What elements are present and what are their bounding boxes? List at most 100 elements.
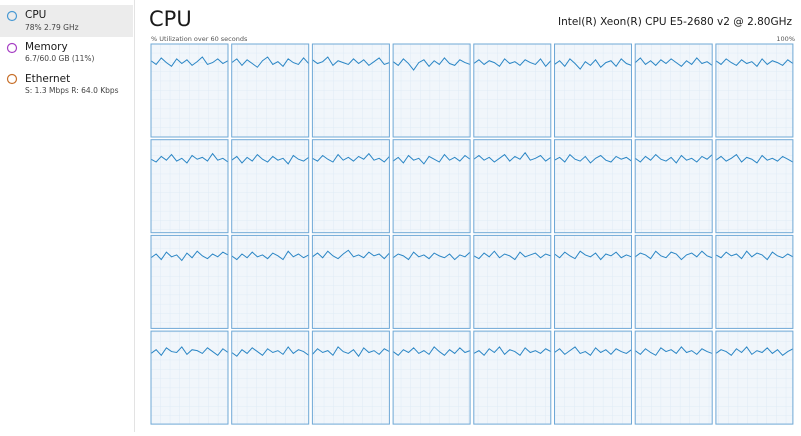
core-usage-line bbox=[715, 58, 794, 68]
core-graph-grid bbox=[231, 235, 309, 329]
page-title: CPU bbox=[149, 7, 192, 31]
core-graph-grid bbox=[151, 331, 228, 425]
core-usage-line bbox=[634, 57, 713, 67]
core-graph-grid bbox=[635, 331, 713, 425]
graph-label: % Utilization over 60 seconds bbox=[151, 35, 248, 43]
core-graph-grid bbox=[231, 44, 309, 137]
core-graph-border bbox=[554, 139, 632, 234]
item-detail: 6.7/60.0 GB (11%) bbox=[25, 54, 94, 63]
core-graph-grid bbox=[715, 44, 793, 137]
core-usage-line bbox=[150, 56, 229, 68]
core-graph-grid bbox=[635, 139, 713, 233]
core-graph-grid bbox=[151, 44, 228, 137]
core-usage-line bbox=[312, 249, 390, 260]
core-usage-line bbox=[392, 57, 471, 71]
core-graph-grid bbox=[312, 44, 390, 137]
core-usage-line bbox=[634, 153, 713, 164]
core-graph-border bbox=[554, 330, 632, 425]
core-graph-border bbox=[634, 330, 713, 425]
core-graph-border bbox=[231, 234, 310, 329]
selected-item-bg[interactable] bbox=[0, 5, 133, 37]
core-graph-border bbox=[715, 330, 794, 425]
core-usage-line bbox=[554, 153, 632, 164]
core-usage-line bbox=[554, 58, 632, 70]
item-detail: S: 1.3 Mbps R: 64.0 Kbps bbox=[25, 86, 119, 95]
core-graph-border bbox=[231, 139, 310, 234]
item-name[interactable]: CPU bbox=[25, 9, 46, 21]
core-usage-line bbox=[554, 250, 632, 261]
core-usage-line bbox=[473, 151, 552, 163]
core-graph-border bbox=[150, 139, 229, 234]
core-usage-line bbox=[150, 346, 229, 357]
core-graph-grid bbox=[151, 139, 228, 233]
core-graph-border bbox=[473, 330, 552, 425]
core-usage-line bbox=[231, 56, 310, 68]
core-graph-grid bbox=[393, 235, 471, 329]
memory-icon bbox=[6, 42, 18, 54]
core-usage-line bbox=[473, 250, 551, 261]
core-graph-border bbox=[554, 234, 632, 329]
core-graph-grid bbox=[635, 235, 713, 329]
core-graph-grid bbox=[151, 235, 228, 329]
core-graph-grid bbox=[635, 44, 713, 137]
core-graph-grid bbox=[393, 139, 471, 233]
core-graph-grid bbox=[473, 44, 551, 137]
core-graph-border bbox=[311, 139, 390, 234]
core-usage-line bbox=[231, 346, 309, 357]
item-name[interactable]: Memory bbox=[25, 41, 68, 53]
core-graph-grid bbox=[715, 331, 793, 425]
core-graph-border bbox=[311, 234, 390, 329]
core-usage-line bbox=[715, 346, 794, 356]
core-usage-line bbox=[715, 250, 794, 261]
core-graph-border bbox=[715, 43, 794, 138]
core-usage-line bbox=[473, 58, 552, 68]
core-graph-border bbox=[392, 234, 471, 329]
core-graph-grid bbox=[393, 44, 471, 137]
core-graph-border bbox=[634, 139, 713, 234]
core-graph-grid bbox=[554, 44, 632, 137]
core-graph-grid bbox=[554, 139, 632, 233]
core-graph-grid bbox=[715, 139, 793, 233]
core-graph-border bbox=[150, 234, 229, 329]
core-graph-border bbox=[634, 43, 713, 138]
core-graph-border bbox=[150, 43, 229, 138]
core-usage-line bbox=[554, 346, 632, 356]
core-graph-grid bbox=[393, 331, 471, 425]
core-graph-grid bbox=[473, 331, 551, 425]
core-usage-line bbox=[392, 251, 471, 261]
core-graph-grid bbox=[554, 235, 632, 329]
core-usage-line bbox=[634, 346, 713, 356]
core-graph-grid bbox=[231, 331, 309, 425]
core-usage-line bbox=[312, 56, 390, 67]
core-graph-border bbox=[311, 330, 390, 425]
processor-name: Intel(R) Xeon(R) CPU E5-2680 v2 @ 2.80GH… bbox=[558, 16, 792, 28]
core-graphs bbox=[150, 43, 794, 425]
core-graph-border bbox=[392, 43, 471, 138]
core-graph-grid bbox=[312, 331, 390, 425]
core-graph-grid bbox=[231, 139, 309, 233]
core-usage-line bbox=[150, 250, 229, 262]
core-graph-border bbox=[392, 330, 471, 425]
core-usage-line bbox=[715, 153, 794, 164]
core-usage-line bbox=[231, 153, 309, 165]
core-graph-border bbox=[715, 139, 794, 234]
core-graph-grid bbox=[312, 235, 390, 329]
core-graph-border bbox=[392, 139, 471, 234]
core-graph-grid bbox=[715, 235, 793, 329]
core-usage-line bbox=[473, 346, 552, 357]
graph-max: 100% bbox=[776, 35, 795, 43]
core-graph-border bbox=[473, 139, 552, 234]
core-usage-line bbox=[634, 250, 713, 261]
core-usage-line bbox=[312, 152, 390, 163]
core-graph-grid bbox=[554, 331, 632, 425]
ethernet-icon bbox=[6, 73, 18, 85]
core-graph-grid bbox=[473, 139, 551, 233]
core-graph-grid bbox=[473, 235, 551, 329]
core-graph-border bbox=[231, 330, 310, 425]
core-graph-border bbox=[311, 43, 390, 138]
core-graph-border bbox=[473, 43, 552, 138]
core-graph-border bbox=[150, 330, 229, 425]
core-graph-border bbox=[554, 43, 632, 138]
item-name[interactable]: Ethernet bbox=[25, 73, 70, 85]
